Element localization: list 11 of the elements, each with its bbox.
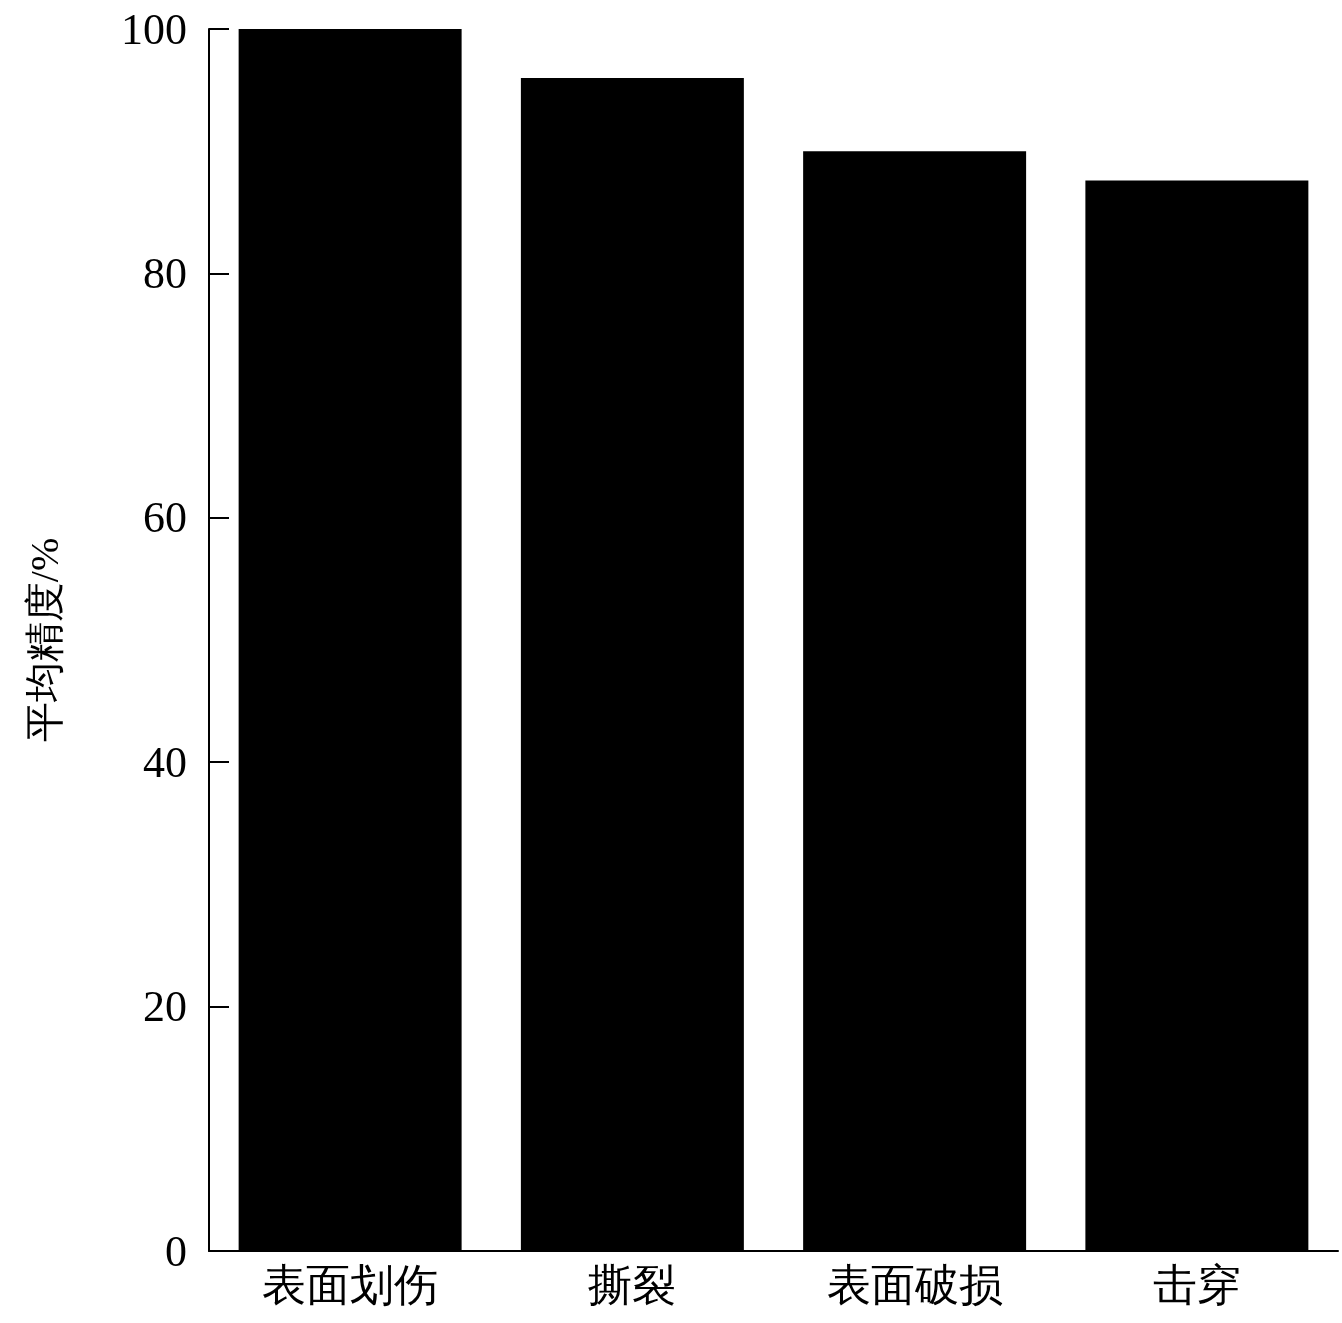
y-axis-title: 平均精度/% [21, 537, 67, 743]
x-tick-label: 表面划伤 [262, 1260, 439, 1310]
y-tick-label: 60 [143, 493, 187, 543]
y-tick-label: 40 [143, 737, 187, 787]
x-tick-label: 表面破损 [826, 1260, 1003, 1310]
x-tick-label: 击穿 [1152, 1260, 1241, 1310]
y-tick-label: 80 [143, 248, 187, 298]
y-tick-label: 20 [143, 982, 187, 1032]
y-tick-label: 100 [121, 4, 187, 54]
x-tick-label: 撕裂 [588, 1260, 677, 1310]
y-tick-label: 0 [165, 1226, 187, 1276]
